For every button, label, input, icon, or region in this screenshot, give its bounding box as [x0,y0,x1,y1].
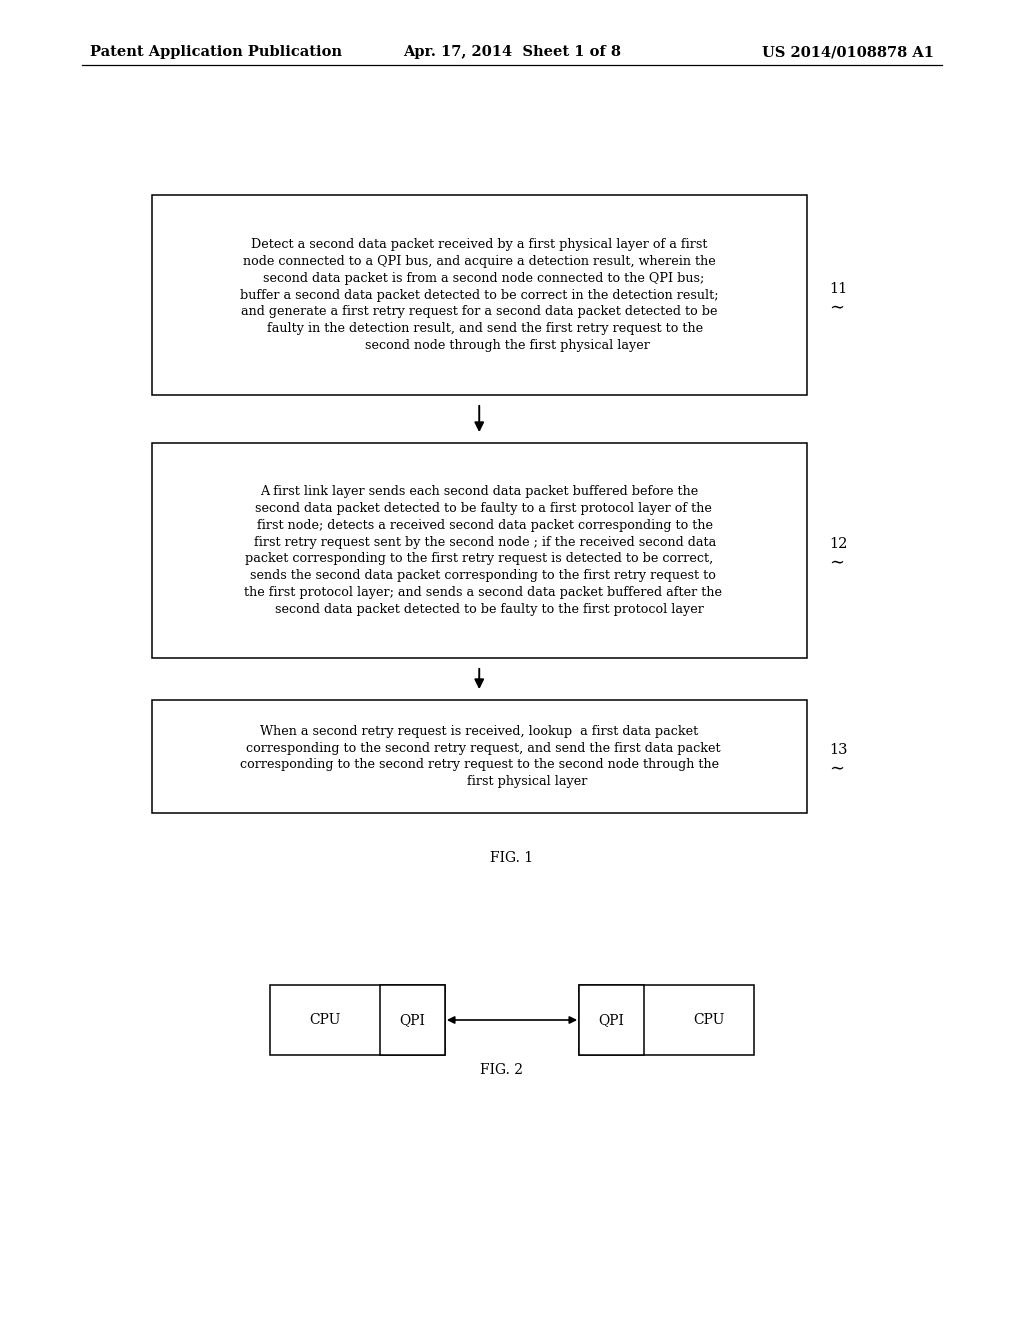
Text: Apr. 17, 2014  Sheet 1 of 8: Apr. 17, 2014 Sheet 1 of 8 [403,45,621,59]
Text: FIG. 1: FIG. 1 [490,851,534,865]
Text: QPI: QPI [399,1012,425,1027]
Bar [380,985,445,1055]
Text: QPI: QPI [599,1012,625,1027]
Text: Detect a second data packet received by a first physical layer of a first
node c: Detect a second data packet received by … [240,238,719,352]
Bar [579,985,754,1055]
Text: 11: 11 [828,282,847,296]
Bar [579,985,644,1055]
Bar [152,195,807,395]
Text: 13: 13 [828,743,848,758]
Text: ∼: ∼ [828,298,844,315]
Bar [152,444,807,657]
Text: CPU: CPU [693,1012,725,1027]
Bar [270,985,445,1055]
Text: US 2014/0108878 A1: US 2014/0108878 A1 [762,45,934,59]
Text: ∼: ∼ [828,553,844,572]
Bar [152,700,807,813]
Text: Patent Application Publication: Patent Application Publication [90,45,342,59]
Text: 12: 12 [828,537,847,552]
Text: CPU: CPU [309,1012,341,1027]
Text: When a second retry request is received, lookup  a first data packet
  correspon: When a second retry request is received,… [238,725,721,788]
Text: ∼: ∼ [828,759,844,777]
Text: FIG. 2: FIG. 2 [480,1063,523,1077]
Text: A first link layer sends each second data packet buffered before the
  second da: A first link layer sends each second dat… [237,486,722,616]
